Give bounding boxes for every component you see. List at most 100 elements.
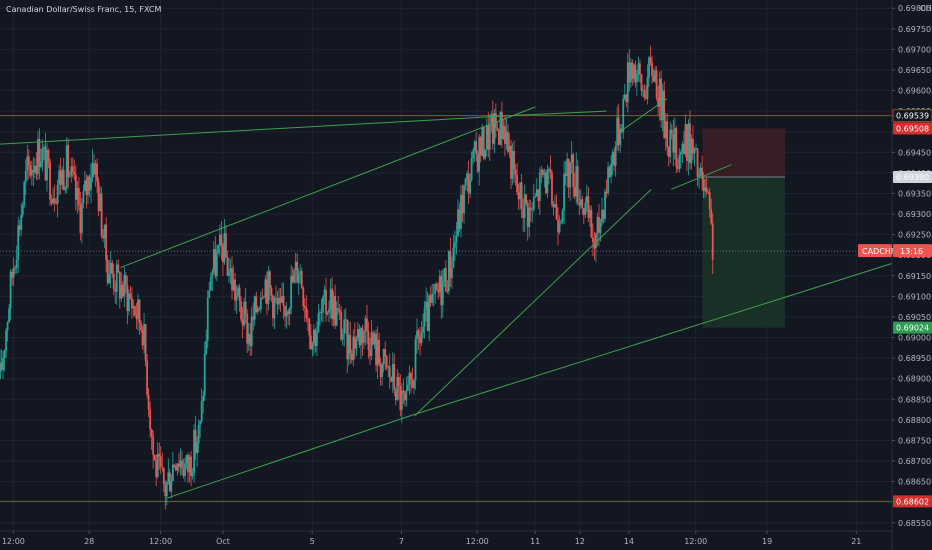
candle-body bbox=[479, 137, 482, 156]
candle-body bbox=[199, 420, 202, 425]
trendline[interactable] bbox=[120, 106, 536, 269]
candle-body bbox=[460, 194, 462, 229]
candle-body bbox=[476, 153, 479, 172]
candle-body bbox=[53, 198, 56, 204]
candle-body bbox=[47, 149, 50, 162]
position-zones[interactable] bbox=[702, 128, 785, 328]
candle-body bbox=[338, 309, 341, 312]
candle-body bbox=[303, 305, 306, 309]
candle-body bbox=[114, 288, 117, 292]
horizontal-levels[interactable] bbox=[0, 115, 892, 502]
candle-body bbox=[441, 280, 444, 306]
candle-body bbox=[173, 464, 176, 467]
candle-body bbox=[414, 339, 417, 381]
candle-body bbox=[711, 223, 714, 260]
candle-body bbox=[393, 364, 396, 390]
trendline[interactable] bbox=[619, 98, 668, 133]
candle-body bbox=[519, 182, 522, 200]
trendline[interactable] bbox=[0, 114, 518, 145]
trendline[interactable] bbox=[167, 415, 411, 499]
candle-body bbox=[93, 162, 95, 175]
candle-body bbox=[434, 283, 437, 294]
candle-body bbox=[511, 151, 514, 179]
candle-body bbox=[319, 312, 321, 314]
candle-body bbox=[226, 257, 229, 276]
trendline[interactable] bbox=[671, 164, 732, 190]
candle-body bbox=[619, 128, 622, 145]
price-badge-label: 0.69508 bbox=[896, 124, 929, 133]
candle-body bbox=[85, 180, 88, 195]
candle-body bbox=[206, 297, 209, 341]
candle-body bbox=[447, 251, 450, 292]
candle-body bbox=[590, 209, 593, 238]
take-profit-zone[interactable] bbox=[702, 177, 785, 328]
candle-body bbox=[684, 124, 687, 155]
stop-loss-zone[interactable] bbox=[702, 128, 785, 177]
candle-body bbox=[387, 366, 390, 368]
price-badge-label: 0.68602 bbox=[896, 497, 929, 506]
candle-body bbox=[493, 113, 496, 144]
x-tick-label: 21 bbox=[851, 537, 861, 546]
candle-body bbox=[487, 125, 490, 150]
candle-body bbox=[613, 152, 616, 166]
candle-body bbox=[179, 460, 182, 467]
candle-body bbox=[494, 113, 497, 129]
trendline[interactable] bbox=[410, 262, 893, 417]
candle-body bbox=[523, 194, 526, 218]
candle-body bbox=[246, 313, 249, 344]
x-tick-label: 12:00 bbox=[466, 537, 489, 546]
candle-body bbox=[444, 268, 447, 292]
candle-body bbox=[106, 260, 109, 283]
candle-body bbox=[96, 163, 98, 182]
candle-body bbox=[372, 332, 374, 345]
candle-body bbox=[243, 301, 246, 326]
candle-body bbox=[423, 308, 426, 327]
candle-body bbox=[188, 456, 191, 473]
candle-body bbox=[648, 57, 650, 78]
candle-body bbox=[353, 336, 356, 349]
candle-body bbox=[17, 225, 20, 261]
candle-body bbox=[240, 301, 243, 320]
candle-body bbox=[252, 316, 255, 320]
candle-body bbox=[276, 298, 279, 305]
candle-body bbox=[517, 192, 520, 200]
candle-body bbox=[293, 269, 296, 283]
trendline[interactable] bbox=[517, 110, 607, 116]
trendlines[interactable] bbox=[0, 98, 893, 499]
candle-body bbox=[391, 364, 394, 382]
candle-body bbox=[52, 198, 54, 204]
candle-body bbox=[419, 336, 421, 344]
candle-body bbox=[557, 219, 559, 233]
candle-body bbox=[573, 186, 576, 197]
candle-body bbox=[3, 350, 6, 358]
candle-body bbox=[666, 121, 669, 148]
y-tick-label: 0.69800 bbox=[898, 4, 931, 13]
candle-body bbox=[67, 145, 70, 177]
candle-body bbox=[385, 355, 388, 368]
candle-body bbox=[5, 330, 7, 351]
candle-body bbox=[461, 194, 464, 214]
candle-body bbox=[341, 333, 344, 340]
candle-body bbox=[279, 297, 282, 303]
candle-body bbox=[593, 242, 596, 249]
candle-body bbox=[446, 291, 449, 292]
trendline[interactable] bbox=[414, 188, 652, 417]
candle-body bbox=[220, 234, 223, 247]
candle-body bbox=[184, 463, 186, 476]
time-axis[interactable]: 12:00 28 12:00 Oct 5 7 12:00 11 12 14 12:00 19 21 bbox=[0, 530, 892, 546]
candle-body bbox=[567, 158, 570, 188]
candle-body bbox=[478, 137, 481, 172]
candle-body bbox=[131, 298, 133, 309]
candle-body bbox=[222, 246, 224, 263]
candle-body bbox=[363, 331, 365, 343]
candle-body bbox=[225, 233, 227, 258]
y-tick-label: 0.69150 bbox=[898, 272, 931, 281]
candle-body bbox=[29, 165, 32, 176]
candle-body bbox=[705, 187, 708, 192]
y-tick-label: 0.68800 bbox=[898, 416, 931, 425]
candle-body bbox=[356, 329, 359, 339]
candle-body bbox=[510, 145, 512, 179]
candle-body bbox=[302, 287, 305, 306]
candle-body bbox=[402, 390, 405, 394]
